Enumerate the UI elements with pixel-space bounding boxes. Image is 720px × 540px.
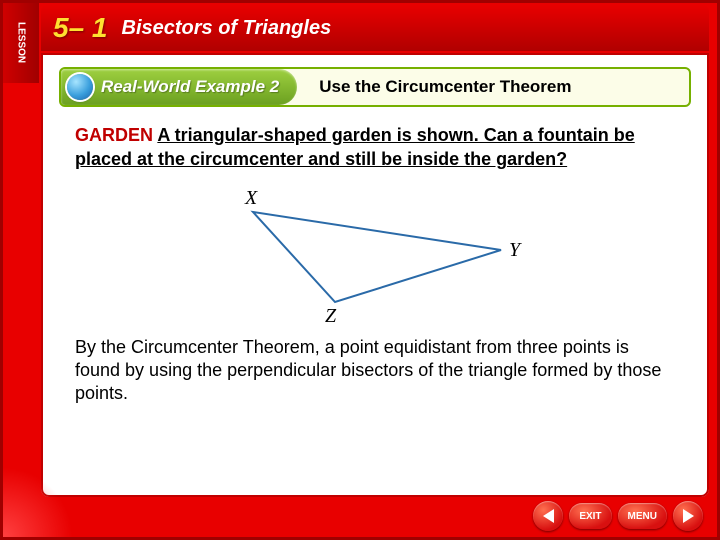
next-button[interactable]	[673, 501, 703, 531]
prev-button[interactable]	[533, 501, 563, 531]
problem-statement: A triangular-shaped garden is shown. Can…	[75, 125, 635, 169]
example-header-bar: Real-World Example 2 Use the Circumcente…	[59, 67, 691, 107]
next-icon	[683, 509, 694, 523]
menu-label: MENU	[628, 511, 657, 522]
lesson-title: Bisectors of Triangles	[122, 17, 332, 40]
lesson-header: 5– 1 Bisectors of Triangles	[41, 5, 709, 51]
vertex-y-label: Y	[509, 239, 522, 261]
globe-icon	[67, 74, 93, 100]
content-card: Real-World Example 2 Use the Circumcente…	[41, 53, 709, 497]
prev-icon	[543, 509, 554, 523]
problem-context: GARDEN	[75, 125, 157, 145]
example-pill: Real-World Example 2	[61, 69, 297, 105]
exit-label: EXIT	[579, 511, 601, 522]
triangle-svg: X Y Z	[225, 186, 525, 326]
slide-frame: LESSON 5– 1 Bisectors of Triangles Real-…	[0, 0, 720, 540]
problem-block: GARDEN A triangular-shaped garden is sho…	[41, 107, 709, 172]
example-title: Use the Circumcenter Theorem	[319, 77, 571, 97]
explanation-text: By the Circumcenter Theorem, a point equ…	[41, 336, 709, 422]
example-pill-label: Real-World Example 2	[101, 77, 279, 97]
problem-text: GARDEN A triangular-shaped garden is sho…	[75, 123, 675, 172]
vertex-z-label: Z	[325, 305, 337, 326]
lesson-number: 5– 1	[53, 12, 108, 44]
vertex-x-label: X	[244, 187, 258, 209]
triangle-shape	[253, 212, 501, 302]
lesson-tab: LESSON	[3, 3, 39, 83]
footer-nav: EXIT MENU	[533, 501, 703, 531]
menu-button[interactable]: MENU	[618, 503, 667, 529]
exit-button[interactable]: EXIT	[569, 503, 611, 529]
diagram: X Y Z	[41, 186, 709, 326]
